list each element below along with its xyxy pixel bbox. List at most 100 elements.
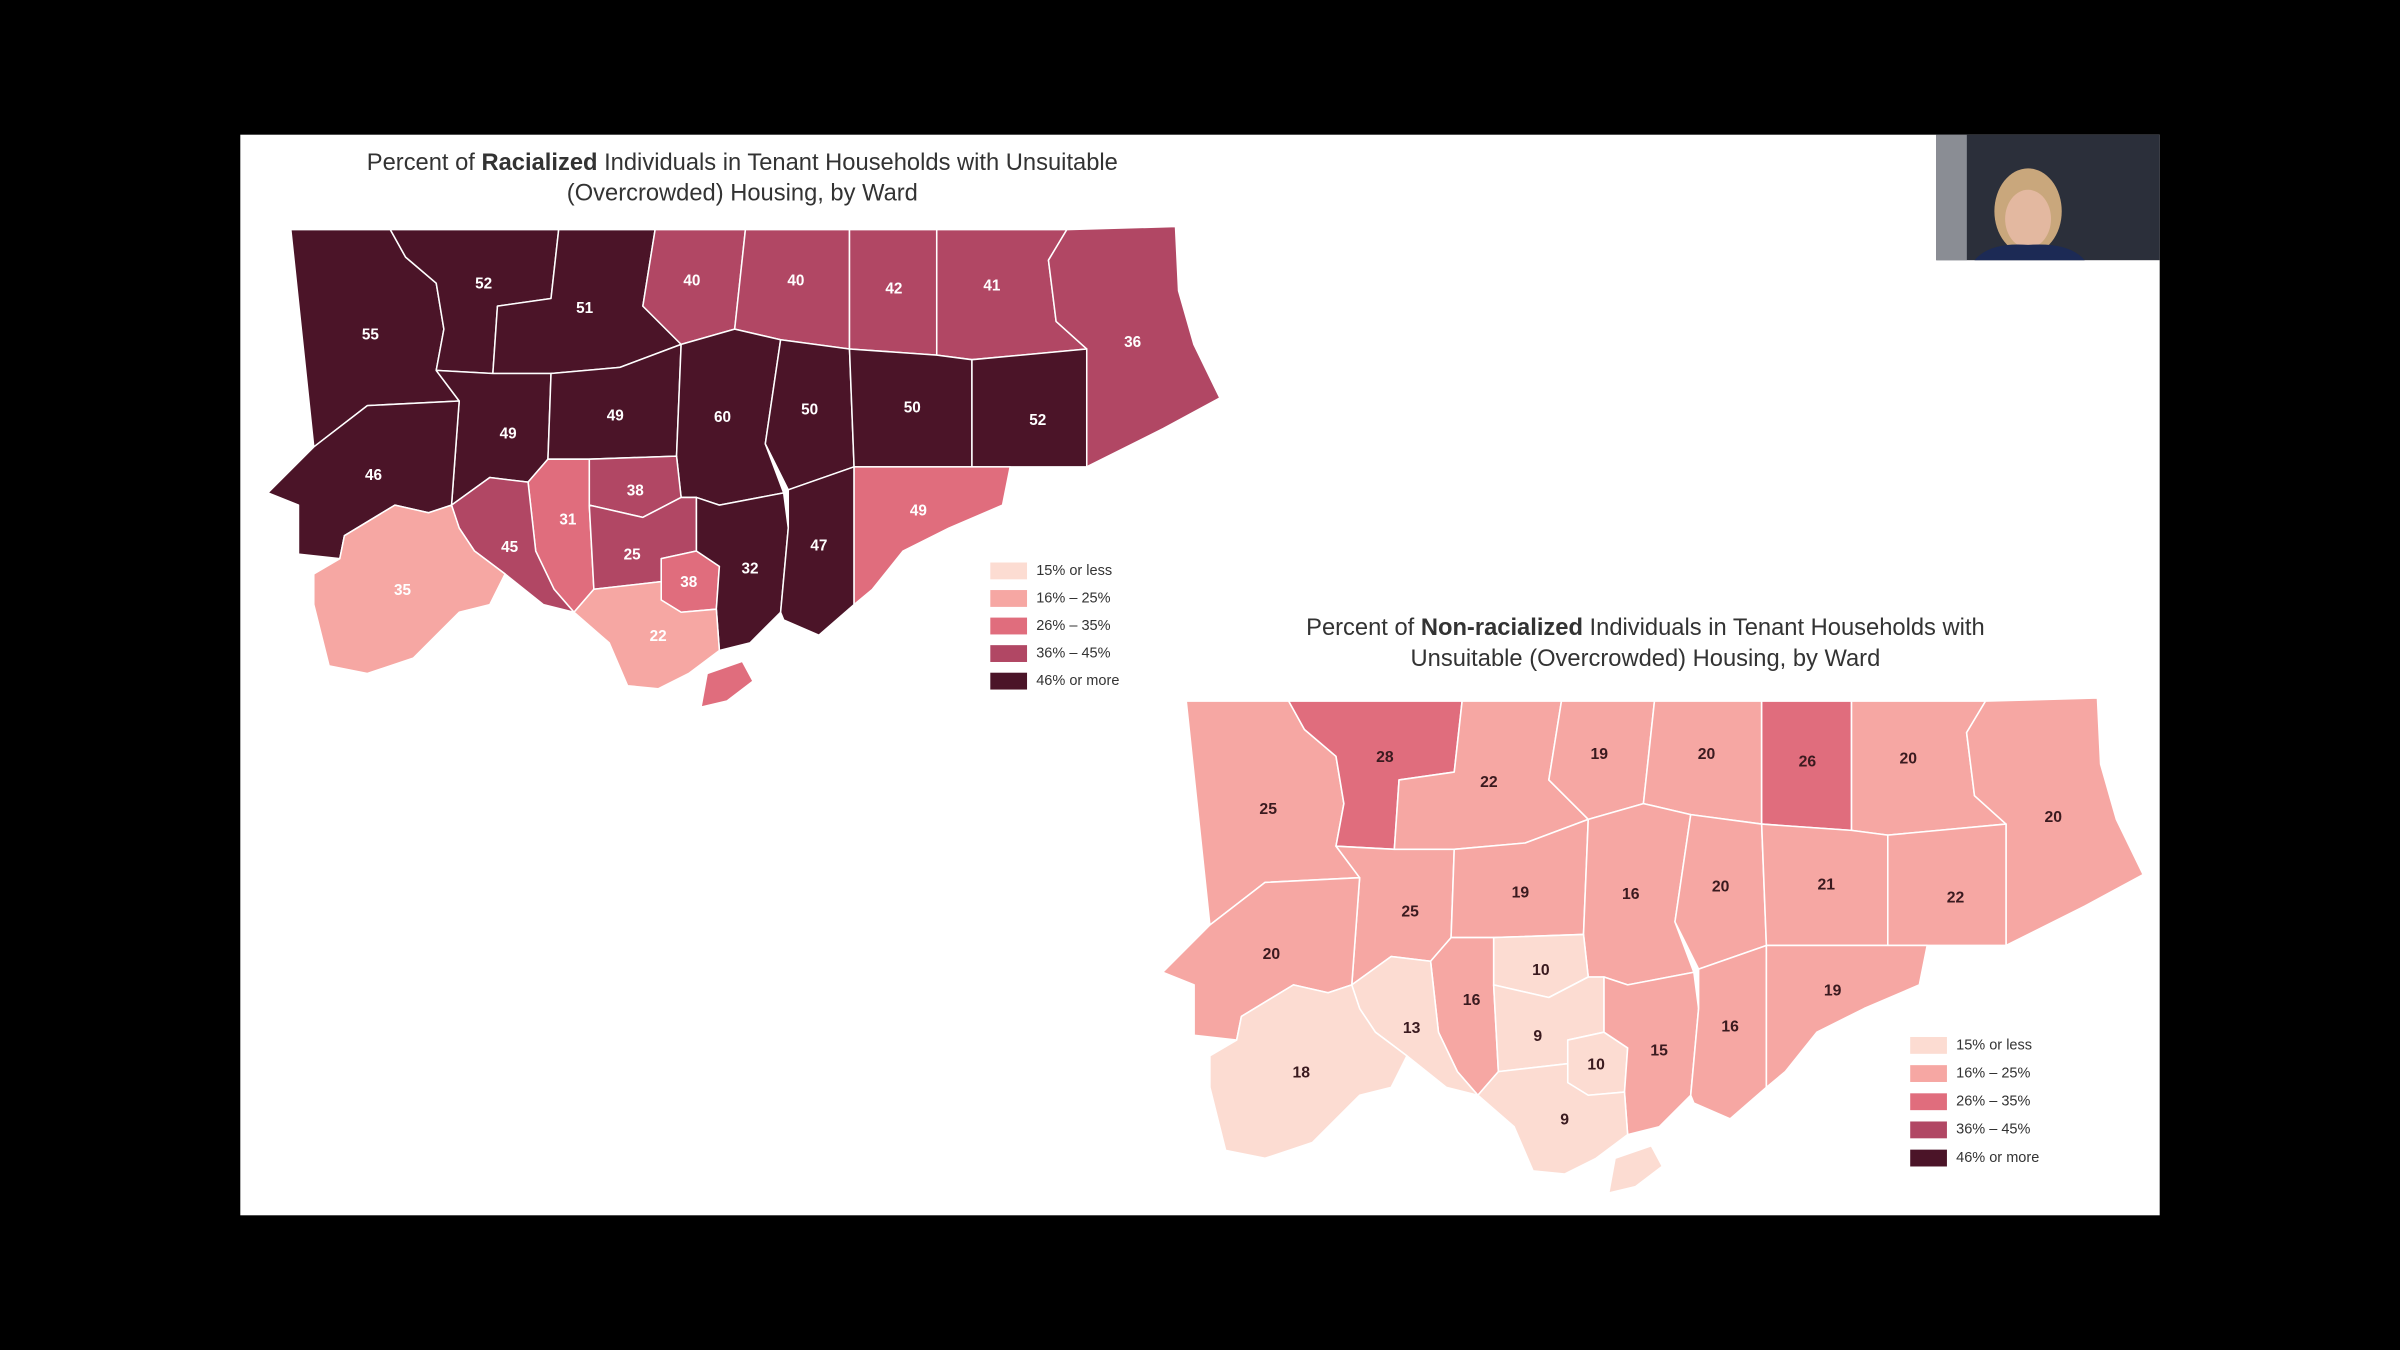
ward-label: 60: [714, 409, 731, 426]
ward-label: 18: [1293, 1064, 1311, 1081]
legend-label: 16% – 25%: [1956, 1065, 2030, 1081]
ward-label: 16: [1622, 886, 1640, 903]
legend-swatch: [990, 617, 1028, 635]
ward: [1477, 1062, 1629, 1175]
ward-label: 13: [1403, 1020, 1421, 1037]
legend-swatch: [1910, 1065, 1947, 1082]
ward-label: 38: [680, 574, 698, 591]
ward: [1047, 225, 1221, 468]
ward-label: 47: [810, 537, 827, 554]
ward-label: 20: [1698, 746, 1716, 763]
legend-swatch: [990, 645, 1028, 662]
legend-label: 46% or more: [1956, 1150, 2039, 1166]
ward-map: 25 28 22 19 20 26 20 20 25 19 16 20 21 22 20 10 16 13 9 10 1…: [1161, 697, 2144, 1195]
legend-swatch: [1910, 1149, 1947, 1167]
ward-label: 49: [500, 426, 517, 443]
ward-label: 16: [1463, 992, 1481, 1009]
ward-label: 19: [1591, 746, 1609, 763]
ward-label: 20: [1900, 751, 1918, 768]
ward-label: 10: [1532, 962, 1550, 979]
ward-label: 22: [1947, 889, 1965, 906]
ward-label: 19: [1512, 885, 1530, 902]
title-part: Percent of: [1306, 615, 1421, 641]
ward-label: 40: [787, 273, 804, 290]
ward: [573, 580, 721, 690]
webcam-face: [2005, 189, 2052, 248]
ward: [1765, 944, 1928, 1089]
ward-label: 52: [475, 276, 492, 293]
webcam-wall: [1936, 134, 1967, 261]
legend-swatch: [1910, 1121, 1947, 1139]
ward-label: 20: [1712, 878, 1730, 895]
legend-label: 36% – 45%: [1036, 645, 1110, 661]
map-title: Percent of Racialized Individuals in Ten…: [367, 150, 1118, 176]
ward-label: 15: [1650, 1042, 1668, 1059]
island: [1607, 1144, 1664, 1195]
ward-label: 46: [365, 467, 382, 484]
ward-label: 25: [1259, 801, 1277, 818]
title-part: Racialized: [481, 150, 597, 176]
title-part: Individuals in Tenant Households with Un…: [598, 150, 1118, 176]
ward-label: 50: [904, 400, 921, 417]
title-part: Non-racialized: [1421, 615, 1583, 641]
ward-label: 28: [1376, 749, 1394, 766]
ward: [1209, 984, 1408, 1160]
ward-label: 9: [1560, 1112, 1569, 1129]
map: Percent of Non-racialized Individuals in…: [1161, 615, 2144, 1195]
ward: [313, 504, 506, 675]
ward-label: 50: [801, 401, 818, 418]
ward-label: 20: [2045, 809, 2063, 826]
ward-label: 55: [362, 326, 380, 343]
ward-label: 51: [576, 300, 594, 317]
ward: [853, 466, 1011, 606]
legend-label: 26% – 35%: [1036, 618, 1110, 634]
legend-label: 26% – 35%: [1956, 1094, 2030, 1110]
map-title: Percent of Non-racialized Individuals in…: [1306, 615, 1985, 641]
legend-label: 15% or less: [1036, 563, 1112, 579]
ward: [971, 348, 1088, 468]
ward-label: 26: [1799, 754, 1817, 771]
ward: [1886, 823, 2007, 947]
legend-label: 16% – 25%: [1036, 590, 1110, 606]
title-part: Individuals in Tenant Households with: [1583, 615, 1985, 641]
legend-swatch: [1910, 1036, 1947, 1054]
legend-label: 46% or more: [1036, 673, 1119, 689]
webcam-thumbnail: [1936, 134, 2160, 261]
legend-swatch: [990, 562, 1028, 580]
webcam-shoulders: [1974, 244, 2085, 261]
ward: [1603, 971, 1700, 1136]
ward: [1965, 697, 2144, 947]
ward-map: 55 52 51 40 40 42 41 36 49 49 60 50 50 52 46 38 31 45 25 38…: [267, 225, 1221, 709]
ward-label: 38: [627, 482, 645, 499]
ward-label: 21: [1818, 877, 1836, 894]
ward-label: 49: [607, 407, 624, 424]
ward-label: 9: [1533, 1028, 1542, 1045]
map-title-line2: Unsuitable (Overcrowded) Housing, by War…: [1411, 646, 1881, 672]
ward-label: 52: [1029, 412, 1046, 429]
ward-label: 40: [683, 273, 700, 290]
legend-label: 15% or less: [1956, 1037, 2032, 1053]
legend-swatch: [1910, 1093, 1947, 1111]
ward-label: 42: [885, 280, 902, 297]
ward-label: 25: [624, 547, 642, 564]
ward-label: 31: [559, 511, 577, 528]
ward-label: 45: [501, 539, 519, 556]
map: Percent of Racialized Individuals in Ten…: [267, 150, 1221, 709]
ward-label: 35: [394, 582, 412, 599]
ward-label: 32: [741, 560, 758, 577]
title-part: Percent of: [367, 150, 482, 176]
maps: Percent of Racialized Individuals in Ten…: [267, 150, 2144, 1195]
ward-label: 49: [910, 502, 927, 519]
ward-label: 16: [1721, 1019, 1739, 1036]
ward-label: 10: [1587, 1056, 1605, 1073]
legend-label: 36% – 45%: [1956, 1122, 2030, 1138]
ward-label: 20: [1263, 946, 1281, 963]
ward: [695, 492, 790, 652]
legend-swatch: [990, 672, 1028, 690]
ward-label: 36: [1124, 334, 1141, 351]
ward-label: 22: [1480, 774, 1498, 791]
legend-swatch: [990, 590, 1028, 607]
ward-label: 19: [1824, 982, 1842, 999]
ward-label: 25: [1401, 904, 1419, 921]
